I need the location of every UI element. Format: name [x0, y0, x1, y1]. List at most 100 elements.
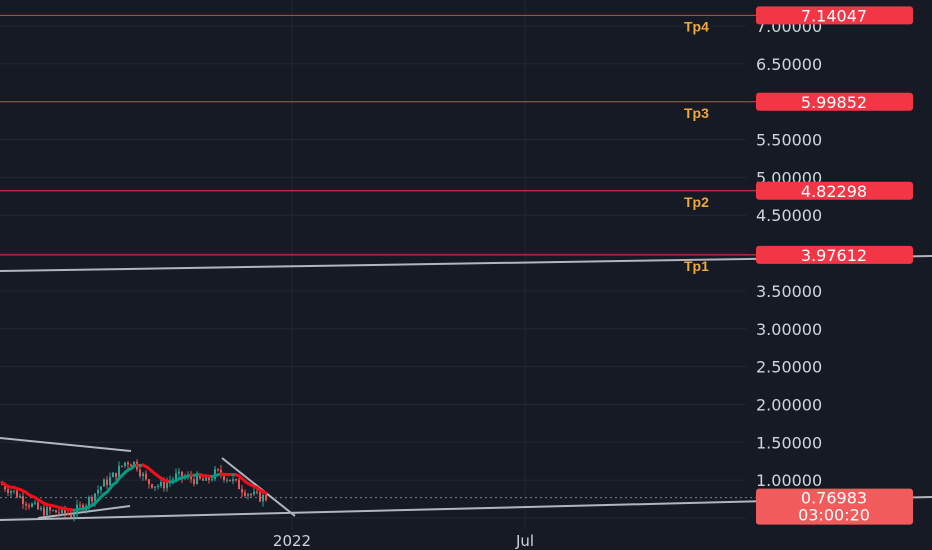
candle-body: [67, 513, 69, 515]
candle-body: [226, 479, 228, 481]
candle-body: [163, 481, 165, 489]
candle-body: [160, 481, 162, 486]
candle-body: [148, 479, 150, 485]
candle-body: [127, 462, 129, 465]
candle-body: [199, 474, 201, 479]
candle-body: [211, 479, 213, 481]
price-tag-value: 7.14047: [801, 6, 867, 25]
candle-body: [259, 492, 261, 502]
candle-body: [61, 508, 63, 514]
candle-body: [247, 494, 249, 496]
candle-body: [235, 479, 237, 481]
candle-body: [94, 493, 96, 502]
candle-body: [70, 514, 72, 518]
candle-body: [34, 502, 36, 504]
price-tick-label: 5.50000: [756, 131, 822, 150]
last-price-tag: [756, 488, 913, 525]
candle-body: [154, 486, 156, 488]
candle-body: [25, 503, 27, 506]
candle-body: [13, 490, 15, 492]
trendline: [37, 505, 131, 519]
price-tag-value: 4.82298: [801, 182, 867, 201]
candle-body: [157, 485, 159, 487]
candle-body: [172, 479, 174, 481]
candle-body: [28, 505, 30, 507]
target-label-tp2: Tp2: [684, 194, 709, 210]
candle-body: [115, 472, 117, 478]
candle-body: [166, 482, 168, 489]
candle-body: [178, 471, 180, 474]
candle-body: [79, 504, 81, 506]
candle-body: [91, 497, 93, 502]
candle-body: [190, 475, 192, 480]
candle-body: [250, 494, 252, 496]
candle-body: [196, 474, 198, 484]
price-tick-label: 4.50000: [756, 206, 822, 225]
grid: [0, 0, 746, 530]
last-price-value: 0.76983: [801, 489, 867, 508]
candle-body: [106, 479, 108, 485]
candle-body: [7, 489, 9, 493]
candle-body: [202, 478, 204, 481]
candles: [1, 459, 267, 522]
candle-body: [112, 472, 114, 478]
price-tick-label: 2.50000: [756, 358, 822, 377]
candle-body: [214, 469, 216, 480]
candle-body: [37, 502, 39, 510]
candle-body: [208, 476, 210, 481]
price-tag-tp1: [756, 245, 913, 264]
countdown-value: 03:00:20: [798, 506, 870, 525]
price-tick-label: 1.00000: [756, 471, 822, 490]
candle-body: [223, 475, 225, 481]
price-tag-tp2: [756, 181, 913, 200]
date-tick-label: 2022: [273, 532, 311, 550]
candle-body: [22, 496, 24, 504]
candle-body: [121, 465, 123, 467]
candle-body: [73, 514, 75, 518]
candle-body: [4, 484, 6, 490]
candle-body: [262, 494, 264, 502]
candle-body: [151, 484, 153, 488]
candle-body: [58, 512, 60, 514]
candle-body: [124, 462, 126, 466]
candle-body: [16, 490, 18, 498]
price-tick-label: 1.50000: [756, 433, 822, 452]
candle-body: [241, 489, 243, 493]
candle-body: [19, 496, 21, 498]
candle-body: [205, 476, 207, 481]
candle-body: [145, 473, 147, 480]
candle-body: [10, 491, 12, 493]
candle-body: [175, 473, 177, 480]
price-tick-label: 3.00000: [756, 320, 822, 339]
trendline: [0, 437, 132, 452]
candle-body: [109, 477, 111, 485]
candle-body: [64, 508, 66, 514]
target-label-tp4: Tp4: [684, 18, 709, 34]
candle-body: [97, 490, 99, 494]
price-tick-label: 3.50000: [756, 282, 822, 301]
candle-body: [133, 461, 135, 467]
price-tags: 7.14047 5.99852 4.82298 3.97612 0.7698303:00…: [756, 6, 913, 525]
price-tick-label: 2.00000: [756, 395, 822, 414]
candle-body: [88, 497, 90, 506]
candle-body: [43, 507, 45, 516]
target-label-tp3: Tp3: [684, 105, 709, 121]
candle-body: [31, 503, 33, 507]
candle-body: [217, 469, 219, 471]
candle-body: [1, 483, 3, 485]
target-label-tp1: Tp1: [684, 258, 709, 274]
candle-body: [256, 491, 258, 493]
candle-body: [52, 510, 54, 512]
price-tag-value: 5.99852: [801, 93, 867, 112]
candle-body: [238, 479, 240, 490]
candle-body: [130, 464, 132, 467]
candle-body: [40, 507, 42, 510]
price-tag-tp3: [756, 92, 913, 111]
candle-body: [253, 491, 255, 495]
time-axis[interactable]: 2022 Jul: [273, 532, 534, 550]
candle-body: [229, 479, 231, 482]
price-tag-tp4: [756, 6, 913, 25]
candle-body: [193, 479, 195, 484]
target-lines: Tp4 Tp3 Tp2 Tp1: [0, 14, 756, 499]
